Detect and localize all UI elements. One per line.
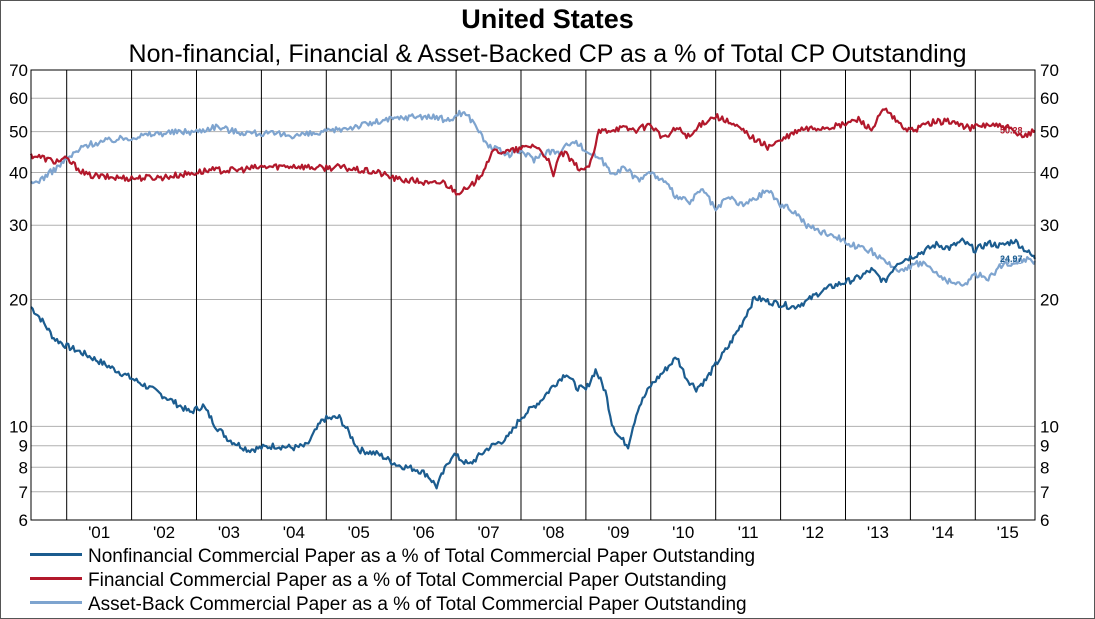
end-value-label-nonfinancial: 24.97 [1000,254,1023,264]
y-tick-label-right: 50 [1040,123,1059,142]
x-tick-label: '01 [88,523,110,542]
legend-label-financial: Financial Commercial Paper as a % of Tot… [88,570,727,591]
x-tick-label: '14 [932,523,954,542]
y-tick-label-left: 30 [9,216,28,235]
series-lines [29,107,1037,490]
end-value-label-financial: 50.28 [1000,126,1023,136]
legend-swatch-financial [30,577,82,581]
series-line-nonfinancial [30,237,1037,490]
x-tick-label: '15 [997,523,1019,542]
y-tick-label-right: 40 [1040,164,1059,183]
y-tick-label-left: 60 [9,89,28,108]
legend-swatch-asset-backed [30,601,82,605]
legend-label-nonfinancial: Nonfinancial Commercial Paper as a % of … [88,546,756,567]
x-tick-label: '05 [348,523,370,542]
plot-area-border [30,69,1036,521]
y-axis-left: 6 7 8 910 20 30 40 50 60 70 [9,61,28,530]
y-tick-label-left: 7 [19,483,28,502]
y-tick-label-right: 20 [1040,290,1059,309]
x-tick-label: '08 [542,523,564,542]
y-tick-label-right: 10 [1040,417,1059,436]
x-tick-label: '12 [802,523,824,542]
y-tick-label-right: 60 [1040,89,1059,108]
x-tick-label: '09 [607,523,629,542]
x-tick-label: '03 [218,523,240,542]
legend-item-asset-backed: Asset-Back Commercial Paper as a % of To… [30,594,747,616]
x-tick-label: '06 [413,523,435,542]
y-tick-label-left: 50 [9,123,28,142]
y-tick-label-right: 7 [1040,483,1049,502]
x-tick-label: '02 [153,523,175,542]
y-axis-right: 6 7 8 910 20 30 40 50 60 70 [1040,61,1059,530]
y-tick-label-left: 9 [19,437,28,456]
x-tick-label: '10 [672,523,694,542]
y-tick-label-right: 30 [1040,216,1059,235]
chart-subtitle: Non-financial, Financial & Asset-Backed … [128,40,967,68]
end-labels: 24.66 50.28 24.97 [1000,126,1023,266]
legend-label-asset-backed: Asset-Back Commercial Paper as a % of To… [88,594,747,615]
x-tick-label: '11 [738,523,759,542]
y-tick-label-left: 40 [9,164,28,183]
grid-lines [31,70,1035,520]
end-value-label-asset-backed: 24.66 [1000,256,1023,266]
y-tick-label-right: 9 [1040,437,1049,456]
y-tick-label-right: 6 [1040,511,1049,530]
y-tick-label-left: 20 [9,290,28,309]
x-tick-label: '13 [867,523,889,542]
legend-item-financial: Financial Commercial Paper as a % of Tot… [30,570,727,592]
y-tick-label-left: 6 [19,511,28,530]
x-tick-label: '07 [477,523,499,542]
y-tick-label-right: 70 [1040,61,1059,80]
chart-title: United States [461,4,634,34]
series-line-financial [29,107,1036,196]
y-tick-label-left: 8 [19,458,28,477]
y-tick-label-left: 70 [9,61,28,80]
y-tick-label-right: 8 [1040,458,1049,477]
y-tick-label-left: 10 [9,417,28,436]
legend-item-nonfinancial: Nonfinancial Commercial Paper as a % of … [30,546,755,568]
series-line-asset-backed [30,109,1036,287]
x-axis: '01 '02 '03 '04 '05 '06 '07 '08 '09 '10 '11 '12 '13 '… [88,523,1019,542]
legend-swatch-nonfinancial [30,553,82,557]
x-tick-label: '04 [283,523,305,542]
